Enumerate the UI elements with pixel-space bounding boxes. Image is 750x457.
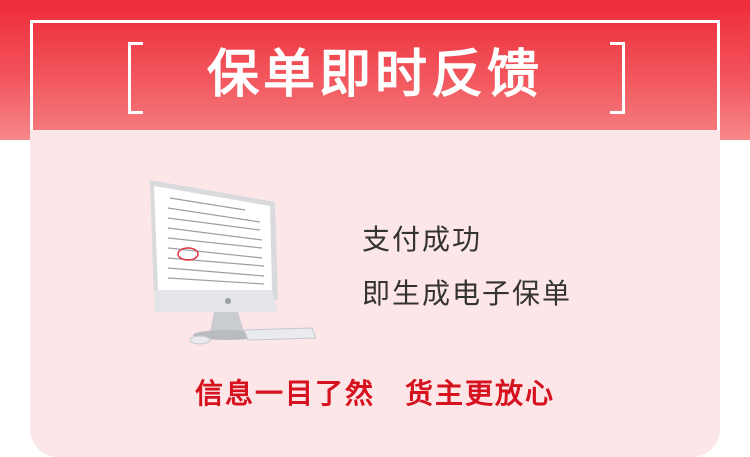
feature-payment-success: 支付成功 [362,223,483,256]
page-title: 保单即时反馈 [206,44,543,105]
tagline: 信息一目了然 货主更放心 [194,377,555,410]
frame-line-top [30,20,720,23]
computer-monitor-icon [140,172,330,352]
frame-line-left [30,20,33,130]
header-panel [30,20,720,130]
title-bracket-right [610,42,625,114]
frame-line-right [717,20,720,130]
title-bracket-left [128,42,143,114]
feature-generate-policy: 即生成电子保单 [362,277,573,310]
